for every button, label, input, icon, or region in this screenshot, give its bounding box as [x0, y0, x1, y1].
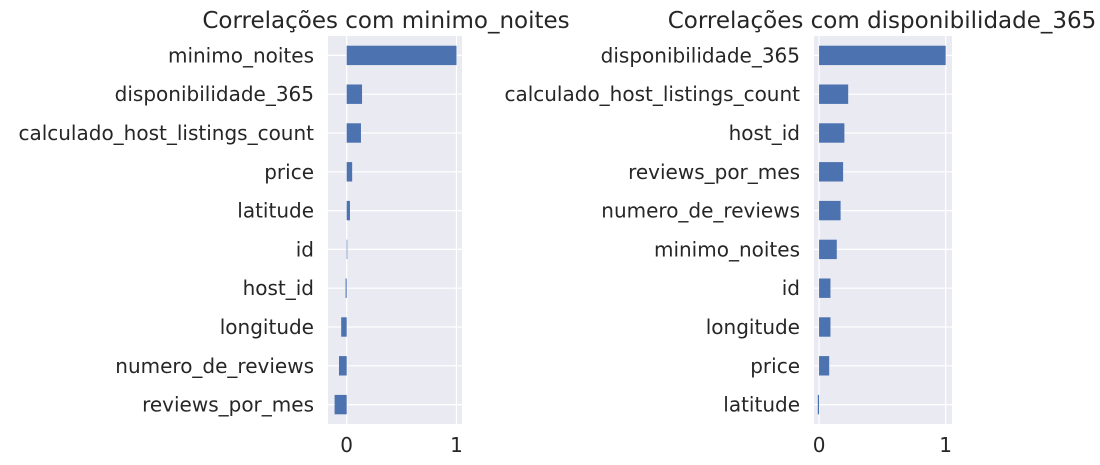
category-label: host_id [243, 276, 314, 300]
category-label: price [264, 160, 314, 184]
bar [817, 394, 820, 415]
category-label: id [296, 237, 314, 261]
chart-1: minimo_noites disponibilidade_365 calculad… [18, 8, 569, 457]
category-label: calculado_host_listings_count [504, 82, 800, 106]
bar [819, 278, 831, 298]
category-label: calculado_host_listings_count [18, 121, 314, 145]
bar [819, 84, 849, 104]
category-label: disponibilidade_365 [115, 82, 314, 106]
bar [346, 45, 457, 66]
bar [819, 123, 845, 143]
category-label: host_id [729, 121, 800, 145]
category-label: longitude [706, 315, 800, 339]
category-label: numero_de_reviews [601, 199, 800, 223]
category-label: latitude [723, 393, 800, 417]
category-label: reviews_por_mes [142, 393, 314, 417]
bar [346, 162, 353, 182]
bar [819, 317, 831, 337]
bar [341, 317, 347, 337]
bar [819, 162, 844, 182]
category-label: disponibilidade_365 [601, 43, 800, 67]
bar [819, 239, 837, 260]
x-tick-label: 1 [450, 433, 463, 457]
category-label: minimo_noites [654, 237, 800, 261]
bar [346, 200, 350, 221]
category-label: latitude [237, 199, 314, 223]
category-label: numero_de_reviews [115, 354, 314, 378]
x-tick-label: 1 [939, 433, 952, 457]
x-tick-label: 0 [813, 433, 826, 457]
chart-2: disponibilidade_365 calculado_host_listin… [504, 8, 1096, 457]
bar [819, 200, 841, 221]
bar [338, 356, 347, 376]
category-label: minimo_noites [168, 43, 314, 67]
chart-title: Correlações com disponibilidade_365 [668, 8, 1097, 34]
category-label: reviews_por_mes [628, 160, 800, 184]
bar [334, 394, 347, 415]
bar [819, 356, 830, 376]
bar [346, 84, 363, 104]
x-tick-label: 0 [340, 433, 353, 457]
chart-title: Correlações com minimo_noites [202, 8, 569, 34]
bar [346, 123, 361, 143]
category-label: price [750, 354, 800, 378]
bar [819, 45, 946, 66]
bar [345, 278, 347, 298]
category-label: id [782, 276, 800, 300]
bar [346, 239, 348, 260]
category-label: longitude [220, 315, 314, 339]
